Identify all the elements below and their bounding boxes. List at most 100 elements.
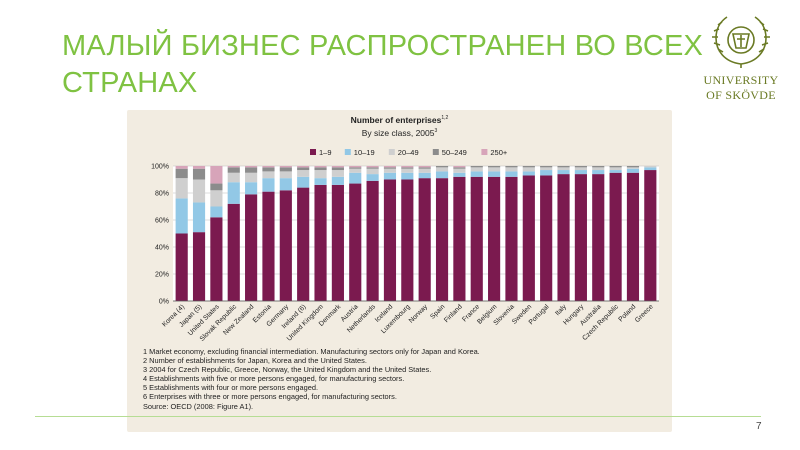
bar-segment	[488, 166, 501, 168]
y-tick-label: 100%	[151, 164, 169, 171]
bar-segment	[626, 167, 640, 169]
bar-segment	[210, 206, 223, 218]
bar-segment	[297, 170, 310, 177]
bar-segment	[453, 172, 466, 177]
bar-segment	[314, 184, 327, 301]
bar-segment	[279, 171, 292, 179]
x-tick-label: Finland	[443, 303, 464, 324]
stacked-bar-chart: 1–9 10–19 20–49 50–249 250+ 0% 20% 40% 60% 80% 100…	[151, 148, 659, 343]
bar-segment	[505, 166, 518, 168]
bar-segment	[540, 166, 553, 168]
y-tick-label: 60%	[155, 218, 169, 225]
chart-note: 1 Market economy, excluding financial in…	[143, 347, 480, 356]
bar-segment	[331, 184, 344, 301]
bar-segment	[505, 171, 518, 177]
chart-subtitle-superscript: 3	[434, 128, 438, 135]
bar-segment	[453, 176, 466, 301]
bar-segment	[245, 167, 258, 173]
bar-segment	[331, 167, 344, 171]
bar-segment	[488, 167, 501, 172]
bar-segment	[245, 194, 258, 301]
bar-segment	[245, 166, 258, 168]
bar-segment	[210, 183, 223, 191]
slide-number: 7	[756, 421, 762, 432]
chart-figure: Number of enterprises1,2 By size class, …	[127, 110, 672, 432]
legend-label: 10–19	[354, 148, 375, 157]
bar-segment	[435, 166, 449, 168]
bar-segment	[470, 167, 483, 172]
bar-segment	[592, 170, 605, 175]
bar-segment	[314, 170, 327, 179]
bar-segment	[418, 178, 431, 301]
bar-segment	[453, 166, 466, 168]
bar-segment	[644, 170, 657, 301]
bar-segment	[192, 232, 206, 301]
bar-segment	[262, 191, 275, 301]
bar-segment	[540, 175, 553, 301]
bar-segment	[435, 171, 449, 179]
bar-segment	[592, 174, 605, 301]
bar-segment	[192, 179, 206, 203]
bar-segment	[262, 166, 275, 168]
bar-segment	[349, 183, 362, 301]
bar-segment	[557, 170, 570, 175]
bar-segment	[609, 167, 622, 171]
bar-segment	[210, 166, 223, 184]
chart-source: Source: OECD (2008: Figure A1).	[143, 402, 254, 412]
chart-title: Number of enterprises1,2	[350, 115, 449, 125]
bar-segment	[366, 168, 379, 175]
bar-segment	[175, 233, 188, 301]
bar-segment	[557, 166, 570, 168]
legend-swatch	[432, 149, 439, 155]
bar-segment	[366, 174, 379, 181]
legend-label: 20–49	[398, 148, 419, 157]
chart-subtitle: By size class, 20053	[361, 128, 438, 138]
university-logo: UNIVERSITY OF SKÖVDE	[694, 12, 788, 107]
bar-segment	[262, 178, 275, 192]
bar-segment	[505, 176, 518, 301]
bar-segment	[488, 176, 501, 301]
y-tick-label: 40%	[155, 245, 169, 252]
bar-segment	[279, 166, 292, 168]
bar-segment	[366, 167, 379, 169]
bar-segment	[453, 168, 466, 173]
chart-note: 4 Establishments with five or more perso…	[143, 373, 405, 383]
bar-segment	[626, 166, 640, 168]
bar-segment	[227, 182, 240, 204]
bar-segment	[175, 178, 188, 199]
bar-segment	[470, 166, 483, 168]
legend-swatch	[388, 149, 395, 155]
bar-segment	[557, 174, 570, 301]
chart-note: 3 2004 for Czech Republic, Greece, Norwa…	[143, 364, 432, 374]
bar-segment	[609, 170, 622, 173]
bar-segment	[175, 198, 188, 234]
bar-segment	[297, 176, 310, 188]
legend-label: 1–9	[319, 148, 332, 157]
bar-segment	[383, 166, 397, 168]
bar-segment	[488, 171, 501, 177]
bar-segment	[470, 176, 483, 301]
bar-segment	[609, 166, 622, 168]
bar-segment	[626, 168, 640, 173]
bar-segment	[314, 178, 327, 185]
bar-segment	[245, 172, 258, 183]
bar-segment	[349, 167, 362, 169]
bar-segment	[522, 166, 535, 168]
bar-segment	[349, 166, 362, 168]
bar-segment	[522, 171, 535, 176]
bar-segment	[609, 172, 622, 301]
bar-segment	[592, 166, 605, 168]
bar-segment	[262, 171, 275, 179]
bar-segment	[592, 167, 605, 171]
bar-segment	[245, 182, 258, 195]
bar-segment	[626, 172, 640, 301]
bar-segment	[522, 175, 535, 301]
bar-segment	[574, 174, 587, 301]
bar-segment	[192, 168, 206, 180]
chart-title-superscript: 1,2	[441, 115, 449, 122]
legend-label: 50–249	[442, 148, 467, 157]
logo-text-university: UNIVERSITY	[703, 73, 779, 87]
bar-segment	[435, 178, 449, 301]
bar-segment	[383, 167, 397, 169]
bar-segment	[401, 179, 414, 301]
